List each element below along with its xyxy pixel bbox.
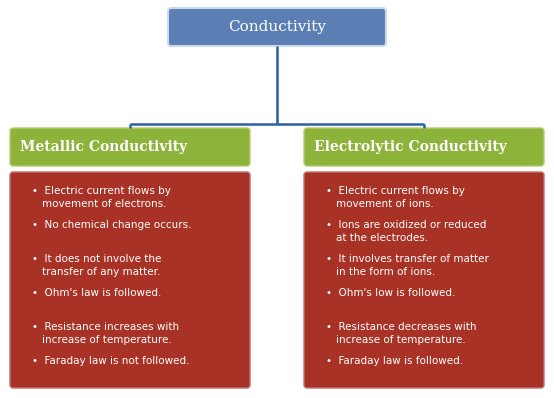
- Text: movement of ions.: movement of ions.: [336, 199, 434, 209]
- FancyBboxPatch shape: [10, 128, 250, 166]
- Text: Electrolytic Conductivity: Electrolytic Conductivity: [314, 140, 507, 154]
- FancyBboxPatch shape: [10, 172, 250, 388]
- Text: Conductivity: Conductivity: [228, 20, 326, 34]
- Text: in the form of ions.: in the form of ions.: [336, 267, 435, 277]
- Text: •  Faraday law is not followed.: • Faraday law is not followed.: [32, 356, 189, 366]
- Text: •  No chemical change occurs.: • No chemical change occurs.: [32, 220, 192, 230]
- Text: transfer of any matter.: transfer of any matter.: [42, 267, 160, 277]
- FancyBboxPatch shape: [168, 8, 386, 46]
- Text: •  Electric current flows by: • Electric current flows by: [32, 186, 171, 196]
- FancyBboxPatch shape: [304, 128, 544, 166]
- Text: •  It involves transfer of matter: • It involves transfer of matter: [326, 254, 489, 264]
- Text: •  Resistance decreases with: • Resistance decreases with: [326, 322, 476, 332]
- Text: •  Electric current flows by: • Electric current flows by: [326, 186, 465, 196]
- Text: increase of temperature.: increase of temperature.: [336, 335, 466, 345]
- Text: increase of temperature.: increase of temperature.: [42, 335, 172, 345]
- FancyBboxPatch shape: [304, 172, 544, 388]
- Text: •  Ohm's low is followed.: • Ohm's low is followed.: [326, 288, 455, 298]
- Text: at the electrodes.: at the electrodes.: [336, 233, 428, 243]
- Text: •  It does not involve the: • It does not involve the: [32, 254, 161, 264]
- Text: •  Faraday law is followed.: • Faraday law is followed.: [326, 356, 463, 366]
- Text: movement of electrons.: movement of electrons.: [42, 199, 167, 209]
- Text: •  Ohm's law is followed.: • Ohm's law is followed.: [32, 288, 161, 298]
- Text: •  Ions are oxidized or reduced: • Ions are oxidized or reduced: [326, 220, 486, 230]
- Text: •  Resistance increases with: • Resistance increases with: [32, 322, 179, 332]
- Text: Metallic Conductivity: Metallic Conductivity: [20, 140, 187, 154]
